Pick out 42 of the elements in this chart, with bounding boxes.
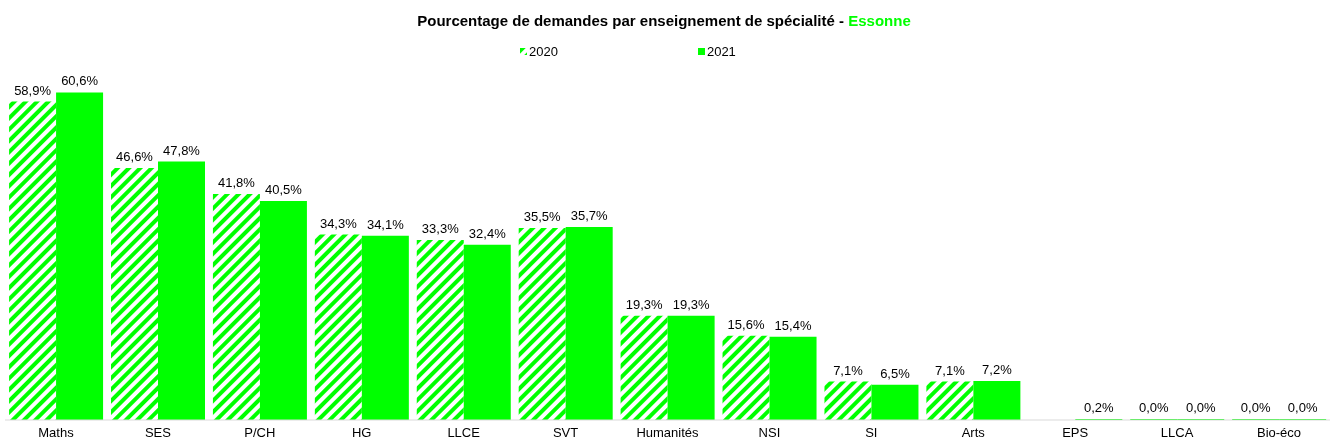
data-label: 0,0% [1138, 400, 1169, 415]
data-label: 40,5% [264, 182, 303, 198]
data-label: 34,1% [366, 216, 405, 232]
data-label: 32,4% [468, 225, 507, 241]
x-tick-label: SVT [552, 425, 579, 441]
data-label: 0,2% [1083, 399, 1115, 415]
x-tick-label: Bio-éco [1257, 425, 1302, 441]
data-label: 7,1% [833, 362, 864, 378]
data-label: 46,6% [116, 149, 154, 165]
x-tick-label: Arts [961, 425, 986, 441]
data-label: 15,4% [774, 317, 812, 333]
data-label: 0,0% [1240, 400, 1271, 415]
data-label: 58,9% [14, 82, 52, 98]
legend-label: 2020 [529, 44, 558, 59]
data-label: 60,6% [61, 73, 99, 89]
chart-title: Pourcentage de demandes par enseignement de spécialité - [417, 12, 845, 29]
data-label: 7,1% [935, 362, 966, 378]
x-tick-label: NSI [758, 425, 781, 441]
data-label: 0,0% [1287, 400, 1318, 415]
legend-label: 2021 [706, 44, 736, 59]
data-label: 34,3% [319, 215, 358, 231]
x-tick-label: EPS [1062, 425, 1089, 441]
data-label: 0,0% [1185, 400, 1216, 415]
x-tick-label: SI [865, 425, 878, 441]
data-label: 19,3% [625, 296, 663, 312]
data-label: 7,2% [982, 362, 1013, 378]
x-tick-label: SES [144, 425, 172, 441]
data-label: 6,5% [880, 365, 911, 381]
x-tick-label: LLCA [1160, 425, 1194, 441]
x-tick-label: Humanités [636, 425, 700, 441]
data-label: 35,7% [570, 208, 609, 224]
data-label: 35,5% [523, 209, 562, 225]
data-label: 41,8% [217, 175, 256, 191]
x-tick-label: HG [351, 425, 372, 441]
x-tick-label: LLCE [447, 425, 481, 441]
data-label: 19,3% [672, 296, 710, 312]
data-label: 47,8% [163, 142, 201, 158]
data-label: 15,6% [727, 316, 765, 332]
x-tick-label: Maths [38, 425, 75, 441]
chart-subtitle: Essonne [848, 12, 911, 29]
data-label: 33,3% [421, 220, 460, 236]
x-tick-label: P/CH [244, 425, 276, 441]
